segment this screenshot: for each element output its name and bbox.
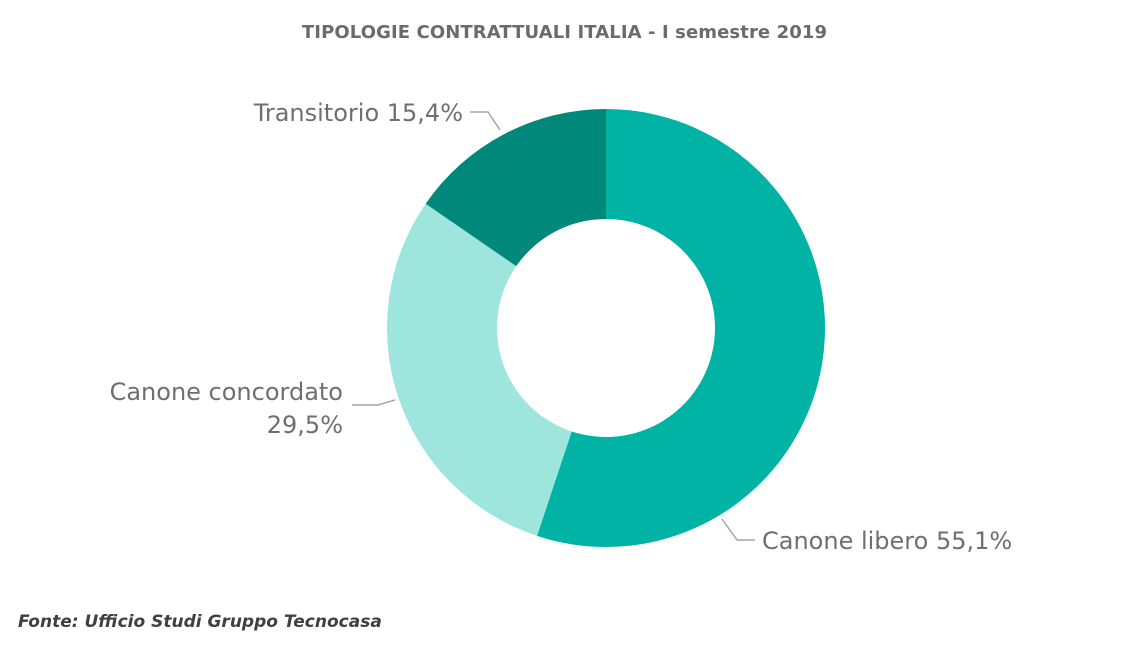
donut-slice-canone-libero bbox=[537, 109, 826, 548]
leader-line-transitorio bbox=[470, 111, 501, 131]
slice-label-canone-libero: Canone libero 55,1% bbox=[762, 527, 1012, 555]
donut-slice-transitorio bbox=[425, 109, 606, 267]
donut-slice-canone-concordato bbox=[386, 203, 572, 536]
chart-title: TIPOLOGIE CONTRATTUALI ITALIA - I semest… bbox=[301, 22, 828, 43]
source-note: Fonte: Ufficio Studi Gruppo Tecnocasa bbox=[18, 612, 382, 632]
leader-line-canone-concordato bbox=[352, 399, 396, 406]
slice-label-canone-concordato-line1: Canone concordato bbox=[110, 378, 343, 406]
leader-line-canone-libero bbox=[721, 518, 755, 541]
slice-label-transitorio: Transitorio 15,4% bbox=[253, 99, 463, 127]
slice-label-canone-concordato-line2: 29,5% bbox=[267, 411, 343, 439]
